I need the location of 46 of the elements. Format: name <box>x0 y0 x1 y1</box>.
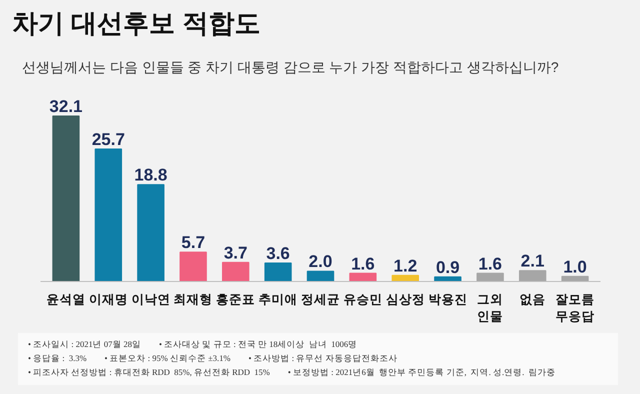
bar <box>392 274 419 282</box>
text: • 조사대상 및 규모 : 전국 만 18세이상 남녀 1006명 <box>158 339 358 349</box>
data-label: 1.2 <box>394 256 418 276</box>
bar <box>306 270 334 282</box>
text: • 조사일시 : 2021년 07월 28일 <box>28 339 141 349</box>
text: • 보정방법 : 2021년6월 행안부 주민등록 기준, 지역. 성.연령. 림가중 <box>288 367 556 377</box>
bar <box>476 272 504 282</box>
x-tick-label: 그외 인물 <box>477 292 504 324</box>
data-label: 25.7 <box>92 130 125 150</box>
data-label: 1.6 <box>478 254 502 274</box>
data-label: 3.7 <box>224 243 248 262</box>
x-tick-label: 홍준표 <box>216 292 256 306</box>
data-label: 18.8 <box>134 166 168 185</box>
data-label: 2.1 <box>520 252 544 271</box>
bar <box>222 262 250 282</box>
data-label: 32.1 <box>49 97 83 116</box>
text: • 조사방법 : 유무선 자동응답전화조사 <box>248 353 398 363</box>
x-tick-label: 이낙연 <box>131 292 170 306</box>
x-tick-label: 추미애 <box>258 292 298 306</box>
bar <box>94 148 122 282</box>
x-tick-label: 잘모름 무응답 <box>556 292 595 324</box>
data-label: 0.9 <box>436 258 460 277</box>
x-tick-label: 심상정 <box>386 292 425 306</box>
data-label: 3.6 <box>266 244 290 263</box>
bar <box>349 272 377 282</box>
data-label: 2.0 <box>308 252 332 272</box>
bar <box>180 252 207 282</box>
text: • 응답율 : 3.3% <box>28 353 87 363</box>
x-tick-label: 박용진 <box>428 292 468 306</box>
x-tick-label: 유승민 <box>343 292 382 306</box>
x-tick-label: 정세균 <box>301 292 340 306</box>
x-tick-label: 윤석열 <box>46 292 86 306</box>
bar <box>137 184 164 282</box>
x-tick-label: 이재명 <box>88 292 128 306</box>
data-label: 5.7 <box>181 233 206 252</box>
data-label: 1.0 <box>563 257 587 276</box>
bar <box>52 116 80 282</box>
chart-title: 차기 대선후보 적합도 <box>12 7 260 40</box>
x-tick-label: 최재형 <box>174 292 213 306</box>
data-label: 1.6 <box>351 254 375 274</box>
bar <box>264 262 292 282</box>
text: • 피조사자 선정방법 : 휴대전화 RDD 85%, 유선전화 RDD 15% <box>28 367 270 377</box>
x-tick-label: 없음 <box>520 292 546 306</box>
text: • 표본오차 : 95% 신뢰수준 ±3.1% <box>104 353 230 363</box>
chart-subtitle: 선생님께서는 다음 인물들 중 차기 대통령 감으로 누가 가장 적합하다고 생각하십니까? <box>22 58 559 77</box>
bar <box>518 270 546 282</box>
